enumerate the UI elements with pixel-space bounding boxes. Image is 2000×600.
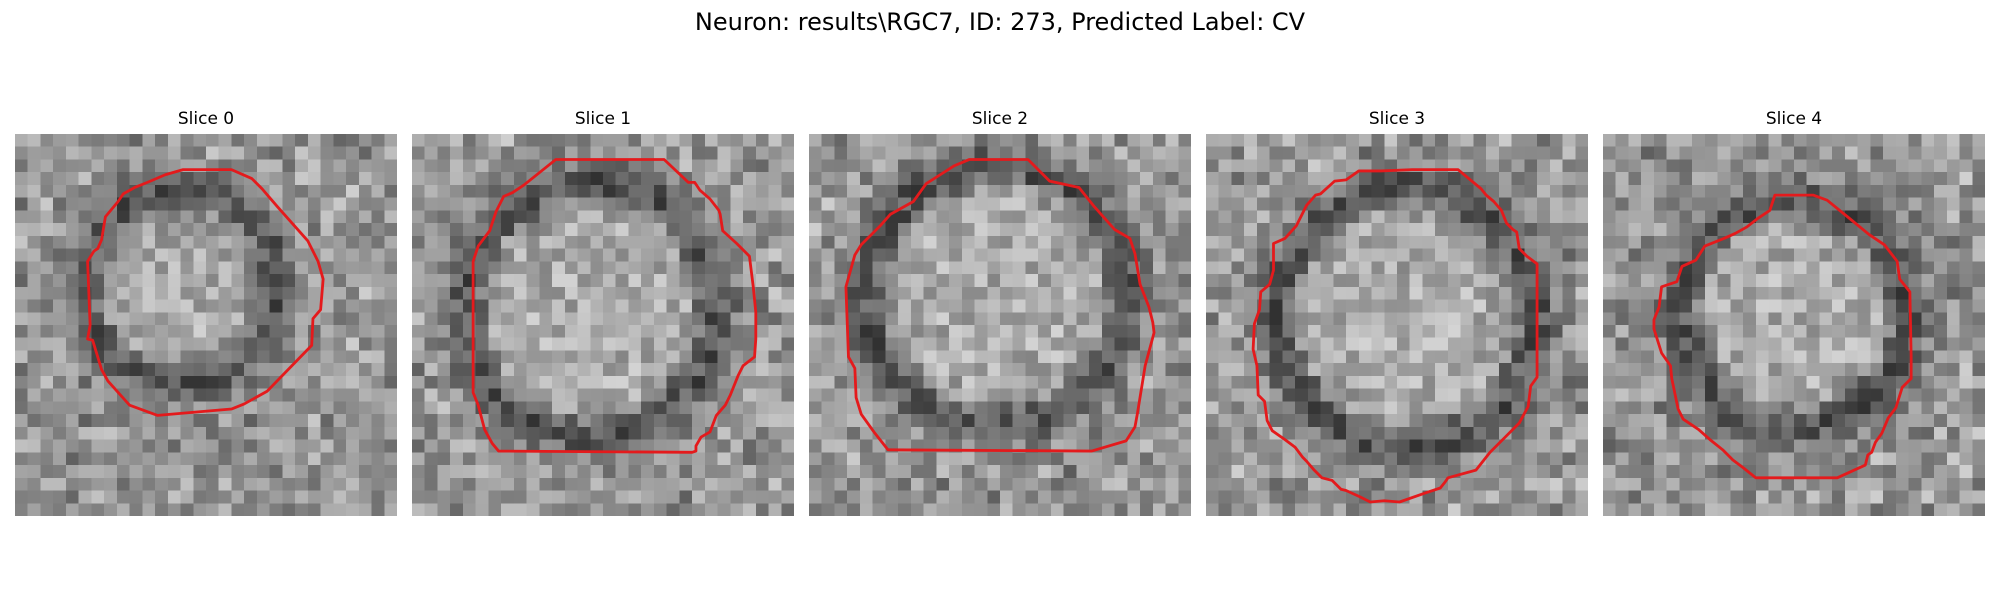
contour-outline: [471, 158, 758, 454]
slice-image: [809, 134, 1191, 516]
grayscale-texture: [15, 134, 397, 516]
slice-panel-3: Slice 3: [1206, 108, 1588, 516]
slice-title: Slice 2: [971, 109, 1029, 129]
slice-title: Slice 3: [1368, 109, 1426, 129]
contour-outline: [1251, 168, 1539, 504]
slice-panel-4: Slice 4: [1603, 108, 1985, 516]
grayscale-texture: [1206, 134, 1588, 516]
slice-panel-1: Slice 1: [412, 108, 794, 516]
slice-title: Slice 4: [1765, 109, 1823, 129]
slice-image: [15, 134, 397, 516]
grayscale-texture: [809, 134, 1191, 516]
slice-panel-0: Slice 0: [15, 108, 397, 516]
grayscale-texture: [1603, 134, 1985, 516]
contour-outline: [844, 158, 1156, 453]
slice-title: Slice 0: [177, 109, 235, 129]
slice-image: [412, 134, 794, 516]
contour-outline: [1652, 193, 1913, 480]
slice-title: Slice 1: [574, 109, 632, 129]
slice-image: [1206, 134, 1588, 516]
grayscale-texture: [412, 134, 794, 516]
contour-outline: [86, 168, 325, 417]
slice-panel-2: Slice 2: [809, 108, 1191, 516]
figure-title: Neuron: results\RGC7, ID: 273, Predicted…: [694, 8, 1306, 36]
slice-image: [1603, 134, 1985, 516]
